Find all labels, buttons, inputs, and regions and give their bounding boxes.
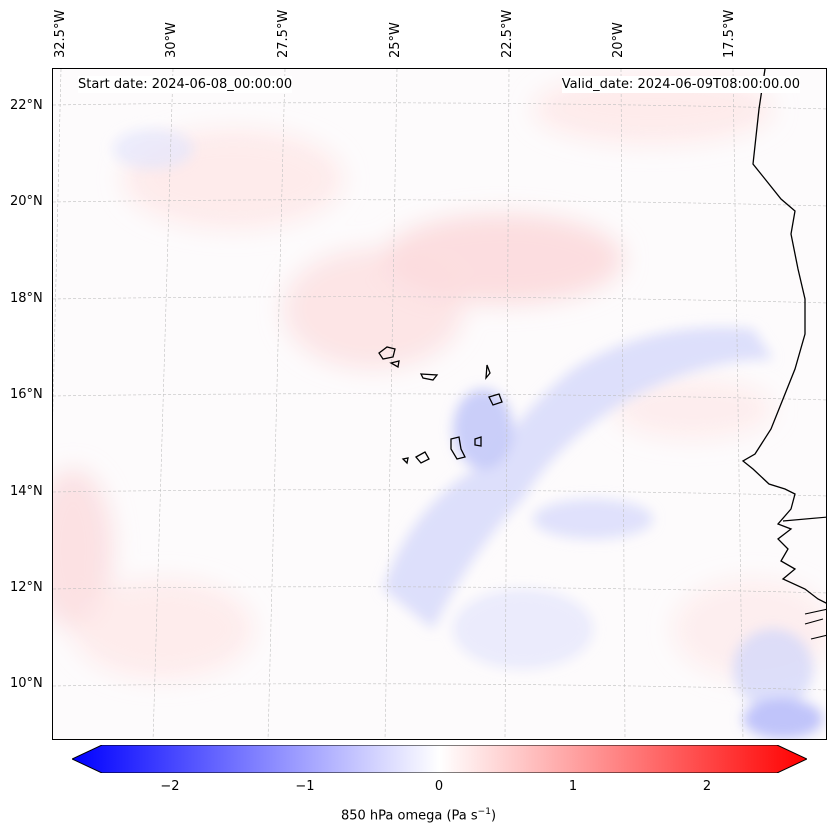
lat-label-22n: 22°N	[10, 98, 43, 113]
lat-label-16n: 16°N	[10, 387, 43, 402]
cape-verde-islands	[378, 346, 503, 465]
negative-omega-patches	[113, 129, 823, 739]
colorbar-tick-1: 1	[568, 779, 578, 794]
positive-omega-patches	[53, 74, 826, 679]
lon-label-30w: 30°W	[164, 22, 179, 58]
lon-label-25w: 25°W	[388, 22, 403, 58]
graticule	[53, 69, 826, 739]
lon-label-22-5w: 22.5°W	[500, 9, 515, 58]
lon-label-17-5w: 17.5°W	[722, 9, 737, 58]
lon-label-27-5w: 27.5°W	[276, 9, 291, 58]
valid-date-label: Valid_date: 2024-06-09T08:00:00.00	[561, 76, 800, 93]
colorbar-tick-0: 0	[434, 779, 444, 794]
colorbar-label: 850 hPa omega (Pa s−1)	[340, 807, 497, 824]
lat-label-20n: 20°N	[10, 194, 43, 209]
lon-label-20w: 20°W	[611, 22, 626, 58]
lat-label-14n: 14°N	[10, 484, 43, 499]
omega-field-map	[53, 69, 826, 739]
colorbar	[72, 745, 807, 773]
lat-label-10n: 10°N	[10, 676, 43, 691]
colorbar-tick-2: 2	[702, 779, 712, 794]
map-panel	[52, 68, 827, 740]
lat-label-18n: 18°N	[10, 291, 43, 306]
start-date-label: Start date: 2024-06-08_00:00:00	[78, 76, 293, 93]
lat-label-12n: 12°N	[10, 580, 43, 595]
colorbar-tick-neg1: −1	[295, 779, 315, 794]
colorbar-tick-neg2: −2	[160, 779, 180, 794]
africa-coastline	[741, 69, 826, 604]
lon-label-32-5w: 32.5°W	[53, 9, 68, 58]
